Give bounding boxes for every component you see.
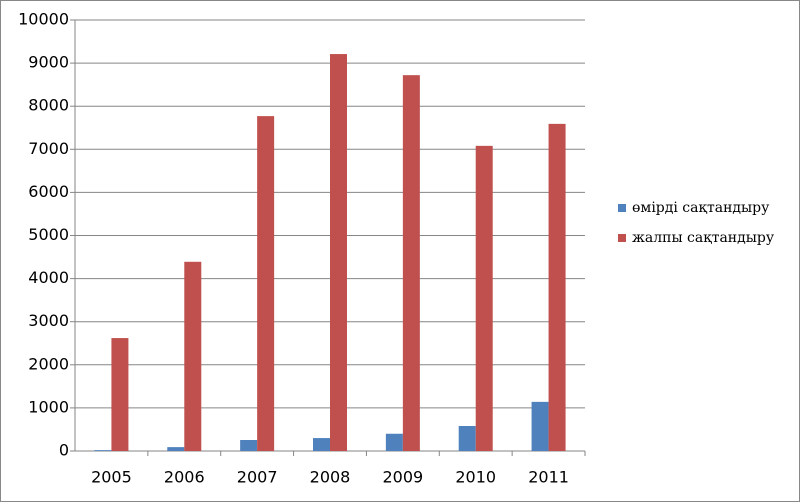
bar <box>475 145 493 452</box>
legend-swatch <box>618 234 626 242</box>
bar <box>94 450 112 451</box>
bar <box>167 447 185 451</box>
y-tick-label: 6000 <box>28 182 69 201</box>
bar <box>257 116 275 451</box>
x-tick-label: 2007 <box>237 468 278 487</box>
x-tick-label: 2009 <box>382 468 423 487</box>
bar <box>111 338 129 451</box>
x-tick-label: 2008 <box>310 468 351 487</box>
bar <box>385 433 403 451</box>
y-tick-label: 1000 <box>28 397 69 416</box>
y-tick-label: 5000 <box>28 225 69 244</box>
legend-swatch <box>618 204 626 212</box>
y-tick-label: 7000 <box>28 139 69 158</box>
legend-label: жалпы сақтандыру <box>632 230 775 246</box>
bar <box>531 401 549 451</box>
y-tick-label: 9000 <box>28 53 69 72</box>
y-tick-label: 10000 <box>18 10 69 29</box>
x-tick-label: 2005 <box>91 468 132 487</box>
x-tick-label: 2006 <box>164 468 205 487</box>
y-tick-label: 8000 <box>28 96 69 115</box>
bar <box>240 440 258 451</box>
bar <box>184 261 202 451</box>
legend-label: өмірді сақтандыру <box>632 200 770 216</box>
bar <box>548 123 566 451</box>
x-tick-label: 2011 <box>528 468 569 487</box>
y-tick-label: 4000 <box>28 268 69 287</box>
x-tick-label: 2010 <box>455 468 496 487</box>
y-tick-label: 2000 <box>28 354 69 373</box>
bar <box>458 426 476 451</box>
bar <box>330 54 347 451</box>
bar <box>313 438 330 451</box>
y-tick-label: 0 <box>59 441 69 460</box>
y-tick-label: 3000 <box>28 311 69 330</box>
bar <box>402 75 420 451</box>
